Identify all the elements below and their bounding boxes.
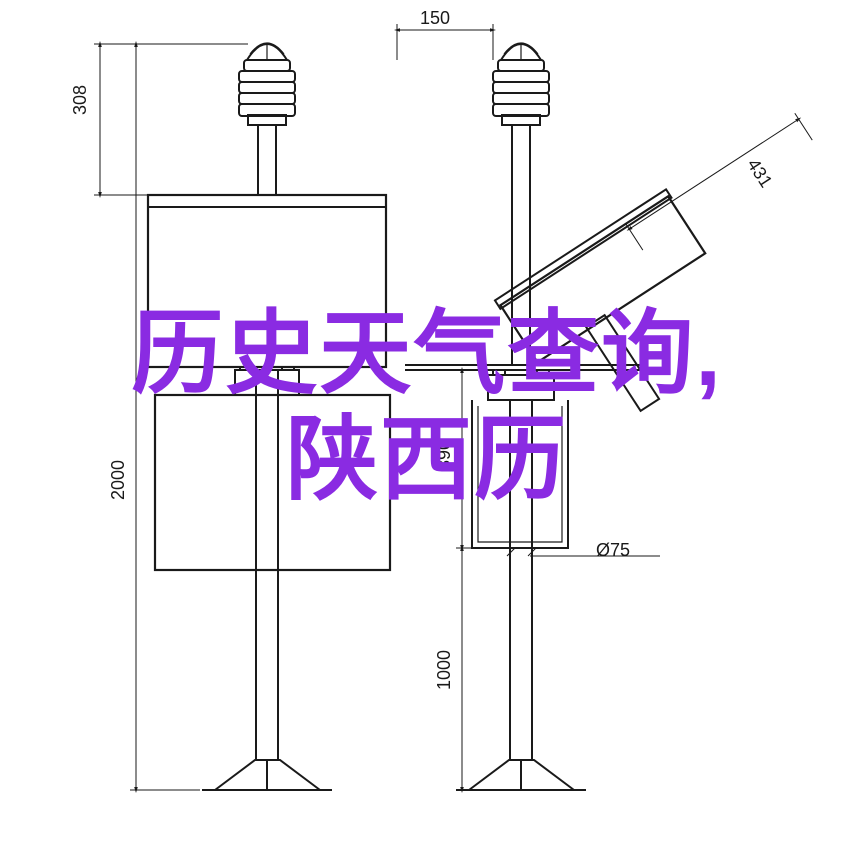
solar-panel <box>495 189 760 444</box>
technical-drawing <box>0 0 854 864</box>
left-assembly <box>148 43 390 790</box>
right-dims <box>397 24 812 790</box>
right-assembly <box>405 43 760 790</box>
sensor-stack-right <box>493 43 549 125</box>
sensor-stack-left <box>239 43 295 125</box>
left-dims <box>94 44 248 790</box>
